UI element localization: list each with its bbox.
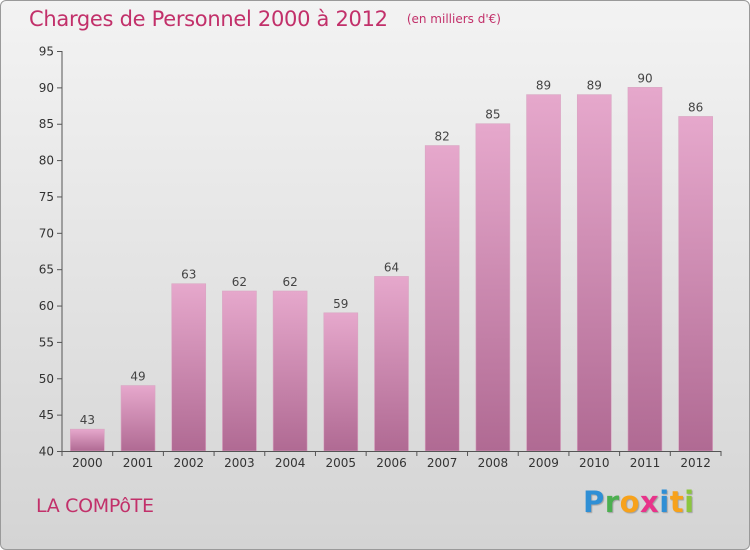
bar-2010	[576, 94, 612, 452]
logo-letter: P	[583, 485, 605, 519]
x-tick-label-2012: 2012	[680, 456, 711, 470]
title-row: Charges de Personnel 2000 à 2012 (en mil…	[29, 7, 501, 31]
data-label-2009: 89	[536, 79, 551, 93]
x-tick-label-2010: 2010	[579, 456, 610, 470]
data-label-2006: 64	[384, 260, 399, 274]
logo-letter: i	[684, 485, 695, 519]
data-label-2000: 43	[80, 413, 95, 427]
logo-letter: i	[659, 485, 670, 519]
bar-2006	[374, 276, 409, 452]
proxiti-logo: Proxiti	[583, 485, 695, 519]
bar-2000	[70, 428, 105, 452]
data-label-2012: 86	[688, 100, 703, 114]
y-tick-label: 50	[39, 372, 54, 386]
x-tick-label-2000: 2000	[72, 456, 103, 470]
y-tick-label: 80	[39, 154, 54, 168]
bar-2002	[171, 283, 207, 452]
data-label-2002: 63	[181, 268, 196, 282]
y-tick-label: 70	[39, 226, 54, 240]
y-tick-label: 45	[39, 408, 54, 422]
bar-2009	[526, 94, 561, 452]
data-label-2001: 49	[130, 370, 145, 384]
data-label-2007: 82	[435, 130, 450, 144]
data-label-2008: 85	[485, 108, 500, 122]
y-tick-label: 95	[39, 45, 54, 59]
place-name: LA COMPôTE	[36, 495, 154, 517]
x-tick-label-2011: 2011	[630, 456, 661, 470]
chart-title: Charges de Personnel 2000 à 2012	[29, 7, 388, 31]
bar-2012	[678, 116, 713, 452]
bars: 43 49 63 62 62 59 64 82 85 89 89 90 86	[70, 71, 713, 452]
data-label-2005: 59	[333, 297, 348, 311]
bar-2003	[222, 290, 257, 452]
data-label-2011: 90	[637, 71, 652, 85]
y-tick-label: 90	[39, 81, 54, 95]
x-tick-label-2001: 2001	[123, 456, 154, 470]
x-tick-label-2007: 2007	[427, 456, 458, 470]
logo-letter: o	[619, 485, 641, 519]
x-tick-label-2008: 2008	[478, 456, 509, 470]
x-axis: 2000 2001 2002 2003 2004 2005 2006 2007 2008 2009…	[61, 451, 722, 470]
bar-2004	[272, 290, 308, 452]
x-tick-label-2005: 2005	[326, 456, 357, 470]
chart-subtitle: (en milliers d'€)	[406, 12, 501, 26]
y-tick-label: 65	[39, 263, 54, 277]
logo-letter: x	[640, 485, 660, 519]
x-tick-label-2003: 2003	[224, 456, 255, 470]
bar-2008	[475, 123, 511, 452]
y-tick-label: 55	[39, 335, 54, 349]
bar-2005	[323, 312, 359, 452]
y-tick-label: 60	[39, 299, 54, 313]
y-tick-label: 85	[39, 117, 54, 131]
data-label-2010: 89	[587, 79, 602, 93]
x-tick-label-2009: 2009	[528, 456, 559, 470]
logo-letter: t	[669, 485, 685, 519]
y-tick-label: 40	[39, 445, 54, 459]
x-tick-label-2004: 2004	[275, 456, 306, 470]
data-label-2004: 62	[282, 275, 297, 289]
bar-2007	[424, 145, 460, 452]
bar-2001	[120, 385, 156, 452]
data-label-2003: 62	[232, 275, 247, 289]
y-tick-label: 75	[39, 190, 54, 204]
y-axis: 40 45 50 55 60 65 70 75 80 85 90 95	[39, 45, 63, 459]
x-tick-label-2002: 2002	[173, 456, 204, 470]
bar-2011	[627, 87, 663, 452]
x-tick-label-2006: 2006	[376, 456, 407, 470]
logo-letter: r	[604, 485, 620, 519]
